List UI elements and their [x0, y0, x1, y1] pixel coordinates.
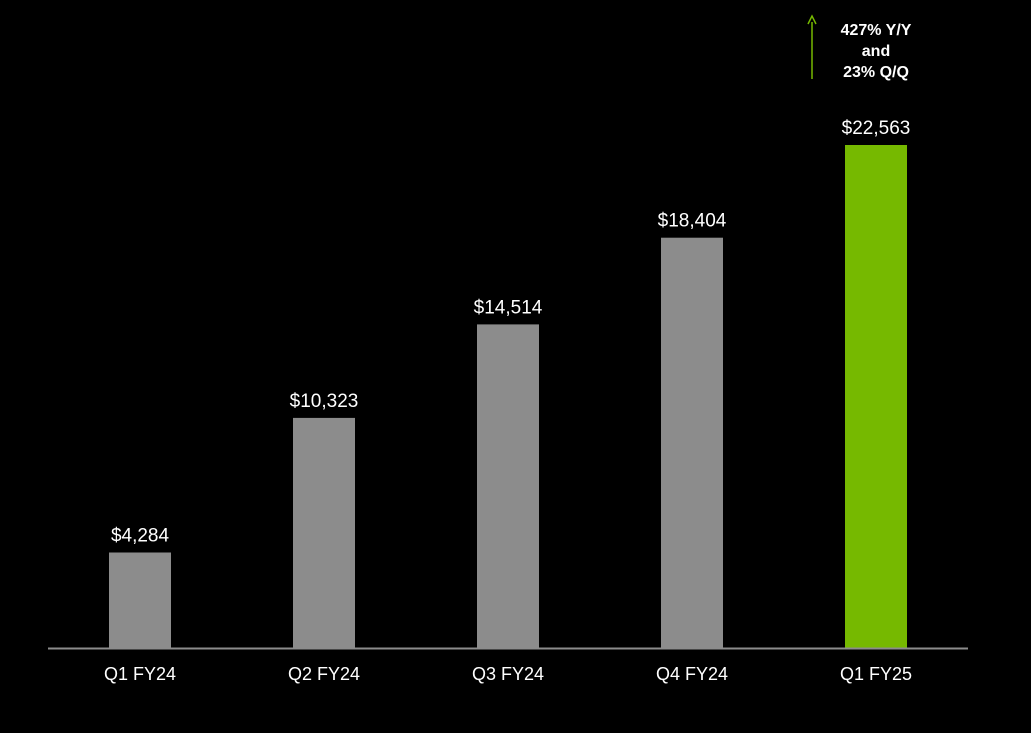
callout-line-yoy: 427% Y/Y	[841, 22, 912, 39]
bar-q4-fy24	[661, 237, 723, 648]
x-tick-labels-group: Q1 FY24 Q2 FY24 Q3 FY24 Q4 FY24 Q1 FY25	[104, 664, 912, 684]
x-tick-label-q2-fy24: Q2 FY24	[288, 664, 360, 684]
value-label-q3-fy24: $14,514	[474, 297, 543, 318]
callout-line-qoq: 23% Q/Q	[843, 64, 909, 81]
value-labels-group: $4,284 $10,323 $14,514 $18,404 $22,563	[111, 118, 910, 547]
callout-line-and: and	[862, 43, 890, 60]
bar-q2-fy24	[293, 417, 355, 648]
bars-group	[109, 145, 907, 648]
x-tick-label-q3-fy24: Q3 FY24	[472, 664, 544, 684]
x-tick-label-q1-fy24: Q1 FY24	[104, 664, 176, 684]
value-label-q2-fy24: $10,323	[290, 391, 359, 412]
value-label-q4-fy24: $18,404	[658, 211, 727, 232]
bar-q3-fy24	[477, 324, 539, 648]
x-tick-label-q1-fy25: Q1 FY25	[840, 664, 912, 684]
bar-q1-fy25	[845, 145, 907, 648]
value-label-q1-fy24: $4,284	[111, 526, 170, 547]
bar-q1-fy24	[109, 552, 171, 648]
growth-callout: 427% Y/Y and 23% Q/Q	[807, 14, 912, 81]
up-arrow-head-icon	[807, 14, 817, 25]
x-tick-label-q4-fy24: Q4 FY24	[656, 664, 728, 684]
value-label-q1-fy25: $22,563	[842, 118, 911, 139]
